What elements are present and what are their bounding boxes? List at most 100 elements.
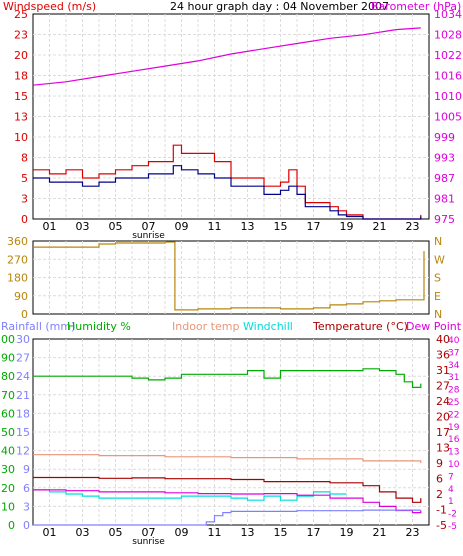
humidity-tick-label: 20 [1,482,15,495]
baro-tick-label: 1034 [434,8,462,21]
x-tick-label: 21 [373,220,387,233]
temp-tick-label: 40 [436,333,450,346]
x-tick-label-bottom: 03 [76,526,90,539]
baro-tick-label: 987 [434,172,455,185]
baro-tick-label: 1010 [434,90,462,103]
compass-tick-label: W [434,253,445,266]
dir-tick-label: 270 [7,253,28,266]
x-tick-label: 09 [175,220,189,233]
rain-tick-label: 30 [16,333,30,346]
legend-dew-point: Dew Point [406,320,462,333]
rain-tick-label: 15 [16,426,30,439]
wind-tick-label: 8 [21,152,28,165]
direction-series-0 [33,241,425,311]
x-tick-label: 23 [406,220,420,233]
x-tick-label: 13 [241,220,255,233]
wind-tick-label: 15 [14,90,28,103]
temp-tick-label: 24 [436,395,450,408]
wind-tick-label: 25 [14,8,28,21]
rain-tick-label: 6 [23,482,30,495]
temp-series-3 [33,489,347,501]
legend-windchill: Windchill [243,320,293,333]
humidity-tick-label: 30 [1,463,15,476]
humidity-tick-label: 70 [1,389,15,402]
x-tick-label-bottom: 01 [43,526,57,539]
baro-tick-label: 1022 [434,49,462,62]
wind-tick-label: 20 [14,49,28,62]
baro-tick-label: 999 [434,131,455,144]
sunrise-marker-bottom: sunrise [132,537,165,547]
x-tick-label-bottom: 09 [175,526,189,539]
x-tick-label-bottom: 13 [241,526,255,539]
x-tick-label-bottom: 17 [307,526,321,539]
x-tick-label: 15 [274,220,288,233]
temp-tick-label: 13 [436,442,450,455]
x-tick-label: 19 [340,220,354,233]
temp-tick-label: 2 [436,488,443,501]
barometer-axis-title: Barometer (hPa) [371,0,461,13]
wind-tick-label: 3 [21,193,28,206]
dew-tick-label: 10 [448,460,460,470]
dir-tick-label: 90 [14,290,28,303]
dew-tick-label: 13 [448,448,459,458]
wind-tick-label: 13 [14,111,28,124]
humidity-tick-label: 60 [1,407,15,420]
compass-tick-label: N [434,235,442,248]
humidity-tick-label: 90 [1,352,15,365]
x-tick-label-bottom: 23 [406,526,420,539]
legend-rainfall: Rainfall (mm) [1,320,75,333]
x-tick-label: 01 [43,220,57,233]
legend-temperature: Temperature (°C) [312,320,408,333]
temp-tick-label: 20 [436,411,450,424]
dew-tick-label: 4 [448,485,454,495]
baro-tick-label: 1005 [434,111,462,124]
rain-tick-label: 3 [23,500,30,513]
dew-tick-label: 19 [448,423,460,433]
x-tick-label-bottom: 19 [340,526,354,539]
dir-tick-label: 180 [7,272,28,285]
baro-tick-label: 981 [434,193,455,206]
legend-indoor-temp: Indoor temp [172,320,239,333]
wind-tick-label: 18 [14,70,28,83]
x-tick-label: 05 [109,220,123,233]
wind-series-0 [32,27,421,86]
wind-tick-label: 5 [21,172,28,185]
x-tick-label-bottom: 21 [373,526,387,539]
temp-tick-label: -1 [436,504,447,517]
series-layer [32,27,425,526]
temp-tick-label: 36 [436,349,450,362]
dew-tick-label: 34 [448,361,460,371]
temp-series-2 [33,476,422,503]
wind-series-2 [33,165,422,220]
sunrise-marker: sunrise [132,231,165,241]
dew-tick-label: -2 [448,510,457,520]
rain-tick-label: 12 [16,445,30,458]
rain-tick-label: 24 [16,370,30,383]
temp-series-1 [33,454,422,463]
compass-tick-label: S [434,272,441,285]
temp-tick-label: 31 [436,364,450,377]
chart-title: 24 hour graph day : 04 November 2007 [170,0,389,13]
baro-tick-label: 1028 [434,29,462,42]
rain-tick-label: 27 [16,352,30,365]
dew-tick-label: 40 [448,336,460,346]
grid-layer [33,14,429,525]
dew-tick-label: 1 [448,497,454,507]
x-tick-label: 07 [142,220,156,233]
dew-tick-label: 31 [448,373,459,383]
rain-tick-label: 21 [16,389,30,402]
x-tick-label-bottom: 11 [208,526,222,539]
dew-tick-label: 25 [448,398,459,408]
humidity-tick-label: 80 [1,370,15,383]
humidity-tick-label: 0 [8,519,15,532]
legend-humidity: Humidity % [67,320,131,333]
baro-tick-label: 975 [434,213,455,226]
temp-series-4 [33,489,422,514]
dew-tick-label: -5 [448,522,457,532]
temp-tick-label: 9 [436,457,443,470]
wind-tick-label: 23 [14,29,28,42]
humidity-tick-label: 10 [1,500,15,513]
temp-tick-label: 17 [436,426,450,439]
